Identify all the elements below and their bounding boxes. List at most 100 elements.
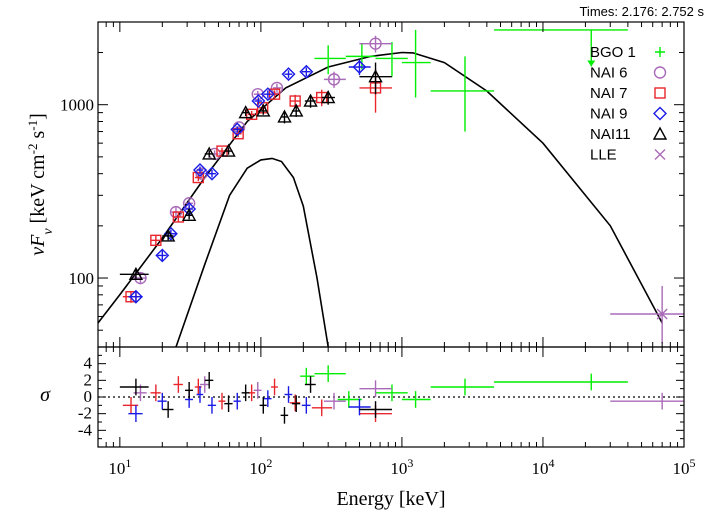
y-axis-title-part: [keV cm	[27, 154, 49, 228]
x-tick-label: 103	[390, 456, 413, 478]
data-point	[256, 103, 271, 117]
data-point	[281, 67, 296, 82]
series-nai11	[119, 62, 392, 281]
data-point	[134, 271, 147, 285]
legend-marker-nai-9	[653, 106, 667, 121]
residual-series-nai-6	[133, 376, 392, 410]
residual-series-lle	[610, 392, 684, 410]
x-tick-label: 101	[108, 456, 131, 478]
legend-marker-nai11	[652, 126, 668, 140]
y-axis-title-part: ]	[27, 113, 49, 120]
data-point	[270, 81, 284, 95]
data-point	[320, 90, 336, 104]
legend-label-nai-9: NAI 9	[590, 106, 628, 123]
data-point	[150, 234, 162, 247]
y-tick-label: 100	[69, 269, 95, 288]
legend-symbol	[653, 106, 667, 121]
data-point	[299, 64, 314, 79]
residual-y-tick-label: 2	[84, 370, 93, 389]
x-tick-label-base: 10	[390, 459, 407, 478]
legend-marker-nai-7	[654, 87, 666, 99]
y-axis-title-text: νFν [keV cm-2 s-1]	[25, 113, 56, 256]
x-tick-label-base: 10	[531, 459, 548, 478]
x-axis-title: Energy [keV]	[336, 488, 445, 510]
series-bgo-1	[314, 29, 628, 132]
spectrum-axes: 100 1000	[60, 21, 685, 348]
y-axis-title-part: -2	[25, 144, 40, 155]
y-axis-title-part: ν	[27, 247, 49, 256]
y-axis-title-part: -1	[25, 120, 40, 131]
legend-label-bgo-1: BGO 1	[590, 44, 636, 61]
legend-marker-bgo-1	[655, 47, 665, 57]
data-point	[245, 108, 258, 121]
data-point	[128, 289, 143, 304]
legend: BGO 1 NAI 6 NAI 7 NAI 9 NAI11 LLE	[590, 44, 668, 164]
data-point	[204, 166, 219, 181]
x-tick-label-exp: 1	[125, 456, 131, 470]
model-curve-component	[175, 157, 329, 348]
spectrum-data	[119, 29, 684, 344]
legend-label-nai-6: NAI 6	[590, 65, 628, 82]
times-label: Times: 2.176: 2.752 s	[579, 4, 704, 19]
data-point	[192, 163, 207, 177]
residual-y-tick-label: -4	[78, 420, 93, 439]
data-point	[181, 207, 197, 222]
x-tick-label: 105	[673, 456, 696, 478]
legend-symbol	[653, 66, 667, 79]
data-point	[369, 37, 382, 50]
residual-series-nai11	[119, 372, 392, 424]
data-point	[303, 93, 318, 107]
y-axis-title-part: ν	[41, 228, 56, 235]
data-point	[195, 167, 208, 180]
series-lle	[610, 285, 684, 344]
legend-symbol	[652, 126, 668, 140]
data-point	[289, 103, 304, 117]
legend-label-nai-7: NAI 7	[590, 85, 628, 102]
y-axis-title: νFν [keV cm-2 s-1]	[25, 113, 56, 256]
x-tick-label-exp: 4	[548, 456, 554, 470]
legend-symbol	[654, 149, 666, 160]
x-tick-label-base: 10	[108, 459, 125, 478]
legend-symbol	[654, 87, 666, 99]
y-tick-label: 1000	[60, 96, 94, 115]
residual-series-nai-7	[122, 376, 392, 422]
data-point	[251, 94, 266, 109]
data-point	[202, 146, 217, 160]
model-curves	[97, 51, 663, 348]
x-tick-label-exp: 5	[690, 456, 696, 470]
data-point	[352, 60, 367, 74]
data-point	[368, 69, 383, 83]
data-point	[128, 266, 144, 281]
x-tick-label-base: 10	[249, 459, 266, 478]
residual-data	[119, 365, 684, 424]
data-point	[260, 87, 275, 102]
data-point	[172, 211, 185, 223]
x-tick-label-exp: 2	[266, 456, 272, 470]
legend-symbol	[655, 47, 665, 57]
legend-marker-nai-6	[653, 66, 667, 79]
x-tick-label-base: 10	[673, 459, 690, 478]
residual-y-tick-label: 4	[84, 354, 93, 373]
residual-series-bgo-1	[300, 365, 628, 408]
legend-label-nai11: NAI11	[590, 126, 631, 143]
data-point	[160, 228, 176, 242]
residual-y-tick-label: -2	[78, 404, 92, 423]
x-tick-label-exp: 3	[407, 456, 413, 470]
data-point	[230, 122, 245, 137]
x-tick-label: 104	[531, 456, 554, 478]
residual-axis-title: σ	[40, 384, 51, 406]
data-point	[277, 109, 292, 123]
data-point	[221, 143, 236, 157]
data-point	[656, 308, 668, 320]
data-point	[238, 105, 253, 119]
series-nai-7	[122, 69, 392, 303]
residual-series-nai-9	[128, 386, 371, 422]
y-axis-title-part: F	[27, 234, 49, 248]
spectrum-panel: 100 1000 BGO 1 NAI 6 NAI 7 NAI 9 NAI11 LLE	[60, 21, 685, 348]
x-tick-label: 102	[249, 456, 272, 478]
legend-label-lle: LLE	[590, 147, 617, 164]
data-point	[327, 73, 341, 86]
